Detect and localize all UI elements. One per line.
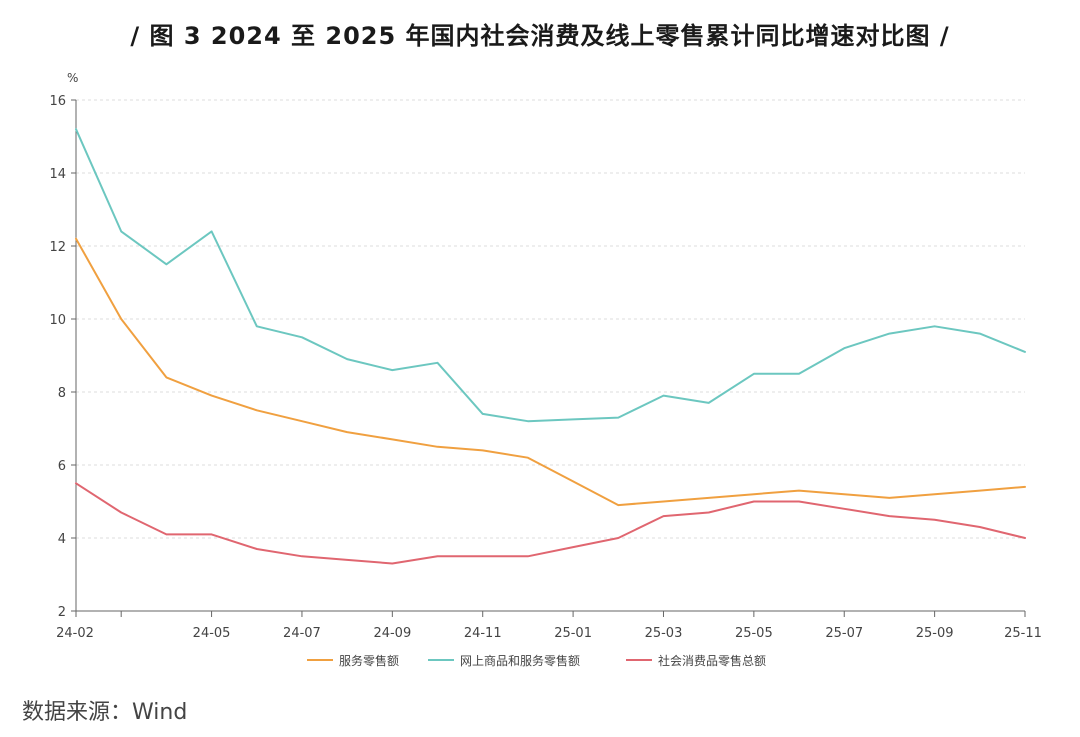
line-chart: 2 4 6 8 10 12 14 16% 24-02 24-05 24-07 24-09 24-11 25… [49, 71, 1041, 668]
x-tick-label: 25-03 [645, 626, 683, 641]
y-tick-label: 14 [49, 167, 66, 182]
grid-lines [76, 99, 1025, 539]
y-tick-label: 6 [58, 459, 66, 474]
legend-label-3: 社会消费品零售总额 [658, 653, 766, 668]
x-tick-label: 25-09 [916, 626, 954, 641]
x-tick-label: 24-05 [193, 626, 231, 641]
source-note: 数据来源：Wind [22, 700, 188, 725]
series-line-3 [75, 482, 1026, 565]
x-tick-label: 25-11 [1004, 626, 1042, 641]
series-lines [75, 128, 1026, 565]
y-tick-label: 4 [58, 532, 66, 547]
x-tick-label: 24-02 [56, 626, 94, 641]
legend: 服务零售额 网上商品和服务零售额 社会消费品零售总额 [307, 653, 766, 668]
x-tick-label: 25-05 [735, 626, 773, 641]
x-tick-label: 24-09 [373, 626, 411, 641]
x-tick-label: 25-07 [825, 626, 863, 641]
series-line-1 [75, 237, 1026, 507]
legend-label-2: 网上商品和服务零售额 [460, 653, 580, 668]
y-tick-label: 10 [49, 313, 66, 328]
axes: 2 4 6 8 10 12 14 16% 24-02 24-05 24-07 24-09 24-11 25… [49, 71, 1041, 641]
legend-label-1: 服务零售额 [339, 653, 399, 668]
x-tick-label: 24-11 [464, 626, 502, 641]
y-tick-label: 12 [49, 240, 66, 255]
series-line-2 [75, 128, 1026, 423]
y-tick-label: 8 [58, 386, 66, 401]
y-tick-label: 16 [49, 94, 66, 109]
y-tick-label: 2 [58, 605, 66, 620]
chart-title: / 图 3 2024 至 2025 年国内社会消费及线上零售累计同比增速对比图 … [130, 22, 950, 50]
y-axis-unit: % [67, 71, 78, 85]
x-tick-label: 24-07 [283, 626, 321, 641]
x-tick-label: 25-01 [554, 626, 592, 641]
